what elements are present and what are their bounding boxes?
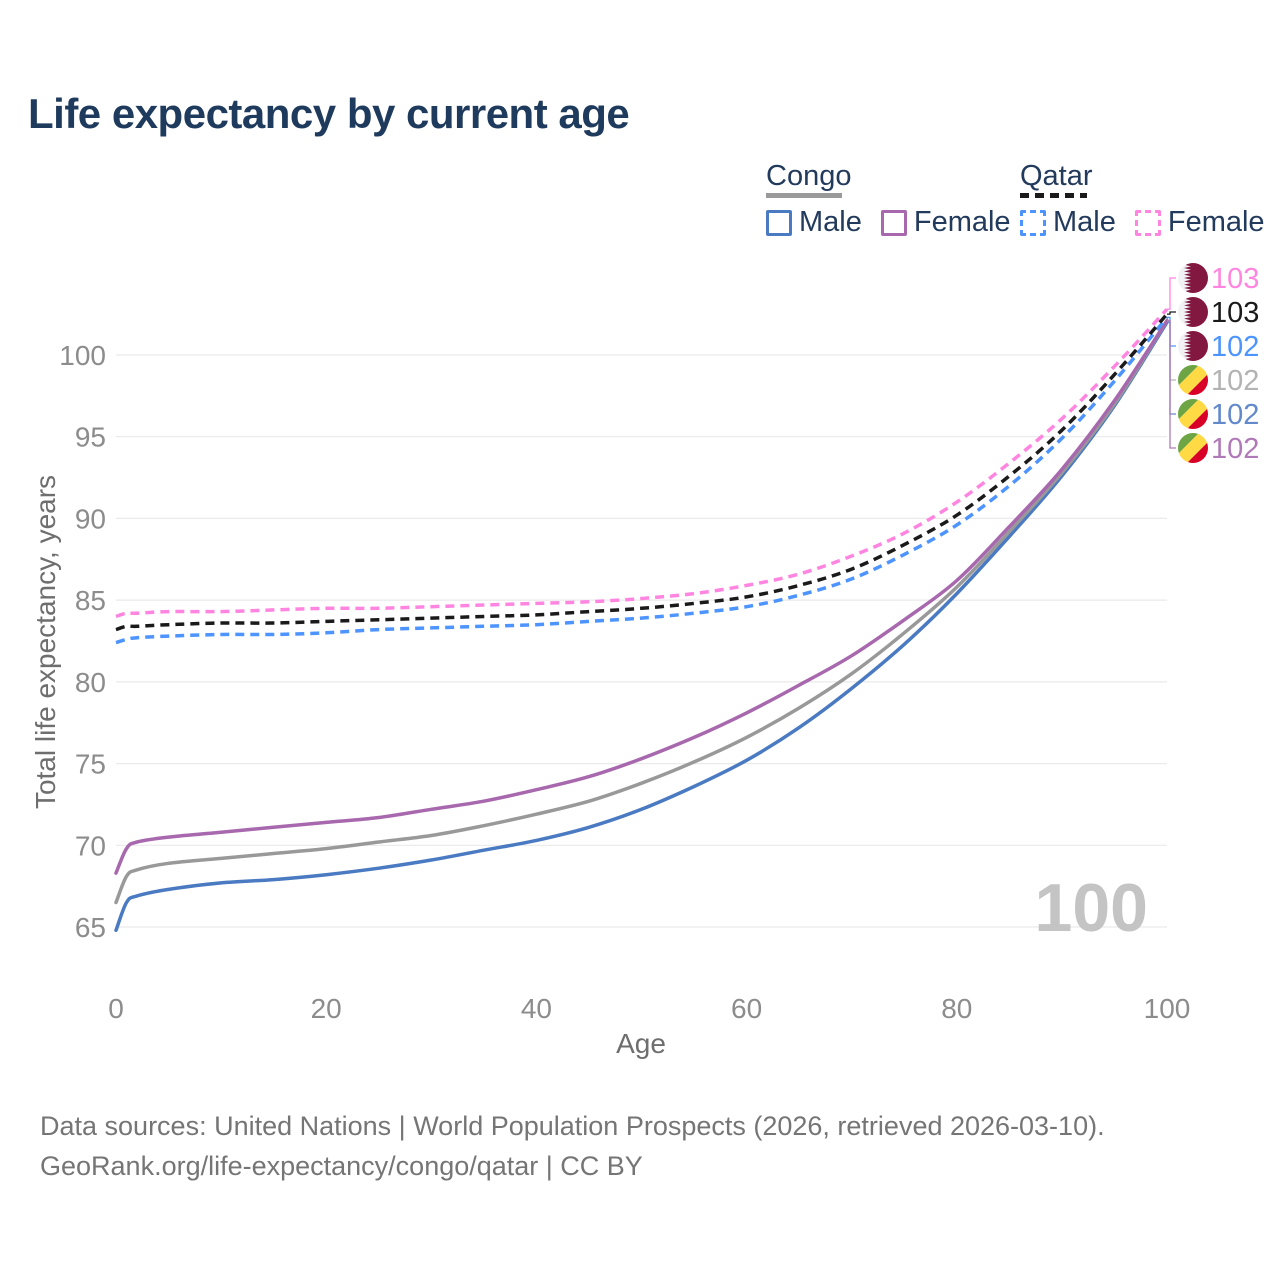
congo-flag-icon: [1178, 365, 1208, 395]
legend-qatar-male-label[interactable]: Male: [1053, 206, 1116, 238]
series-line-congo_male: [114, 320, 1169, 933]
footer-url: GeoRank.org/life-expectancy/congo/qatar …: [40, 1151, 643, 1181]
end-label-value-congo_male: 102: [1211, 399, 1259, 431]
series-line-qatar_female: [115, 308, 1169, 619]
congo-flag-icon: [1178, 433, 1208, 463]
y-tick-label: 80: [75, 667, 106, 698]
legend-qatar-female-swatch: [1134, 209, 1161, 236]
end-label-value-qatar_female: 103: [1211, 263, 1259, 295]
end-label-connector-congo_total: [1167, 320, 1176, 381]
end-label-value-qatar_male: 102: [1211, 331, 1259, 363]
end-label-value-congo_total: 102: [1211, 365, 1259, 397]
footer: Data sources: United Nations | World Pop…: [40, 1106, 1240, 1186]
y-tick-label: 95: [75, 422, 106, 453]
y-axis-title: Total life expectancy, years: [30, 474, 61, 810]
legend-congo-female-label[interactable]: Female: [913, 206, 1011, 238]
end-label-connector-qatar_total: [1167, 311, 1176, 315]
y-tick-label: 75: [75, 749, 106, 780]
page-title: Life expectancy by current age: [28, 90, 630, 137]
x-tick-label: 20: [311, 993, 342, 1024]
y-tick-label: 90: [75, 503, 106, 534]
end-label-connector-qatar_female: [1167, 277, 1176, 310]
y-tick-label: 100: [59, 340, 106, 371]
end-label-connector-congo_female: [1167, 320, 1176, 449]
legend-congo-male-label[interactable]: Male: [799, 206, 862, 238]
x-tick-label: 0: [108, 993, 124, 1024]
legend-group-congo: Congo Male Female: [766, 161, 1011, 239]
end-label-value-congo_female: 102: [1211, 433, 1259, 465]
qatar-flag-icon: [1178, 263, 1208, 293]
legend-congo-label[interactable]: Congo: [766, 160, 852, 192]
legend-group-qatar: Qatar Male Female: [1020, 161, 1265, 239]
legend-congo-line-swatch: [766, 193, 842, 198]
legend-congo-female-swatch: [880, 209, 907, 236]
age-watermark: 100: [1034, 870, 1148, 946]
x-axis-title: Age: [616, 1028, 666, 1059]
y-tick-label: 85: [75, 585, 106, 616]
series-line-congo_female: [114, 318, 1169, 875]
footer-data-sources: Data sources: United Nations | World Pop…: [40, 1111, 1105, 1141]
series-line-qatar_total: [115, 312, 1169, 632]
end-label-connector-congo_male: [1167, 321, 1176, 415]
x-tick-label: 80: [941, 993, 972, 1024]
x-tick-label: 40: [521, 993, 552, 1024]
legend-qatar-male-swatch: [1020, 209, 1046, 236]
legend-congo-male-swatch: [766, 209, 792, 236]
y-tick-label: 65: [75, 912, 106, 943]
x-tick-label: 60: [731, 993, 762, 1024]
legend-qatar-line-swatch: [1020, 193, 1087, 198]
qatar-flag-icon: [1178, 297, 1208, 327]
legend-qatar-female-label[interactable]: Female: [1167, 206, 1265, 238]
legend-qatar-label[interactable]: Qatar: [1020, 160, 1093, 192]
y-tick-label: 70: [75, 830, 106, 861]
qatar-flag-icon: [1178, 331, 1208, 361]
x-tick-label: 100: [1144, 993, 1191, 1024]
series-line-qatar_male: [115, 316, 1169, 645]
legend-congo-row: Male Female: [766, 206, 1011, 239]
congo-flag-icon: [1178, 399, 1208, 429]
end-label-value-qatar_total: 103: [1211, 297, 1259, 329]
end-label-connector-qatar_male: [1167, 316, 1176, 347]
legend-qatar-row: Male Female: [1020, 206, 1265, 239]
series-line-congo_total: [114, 318, 1169, 905]
